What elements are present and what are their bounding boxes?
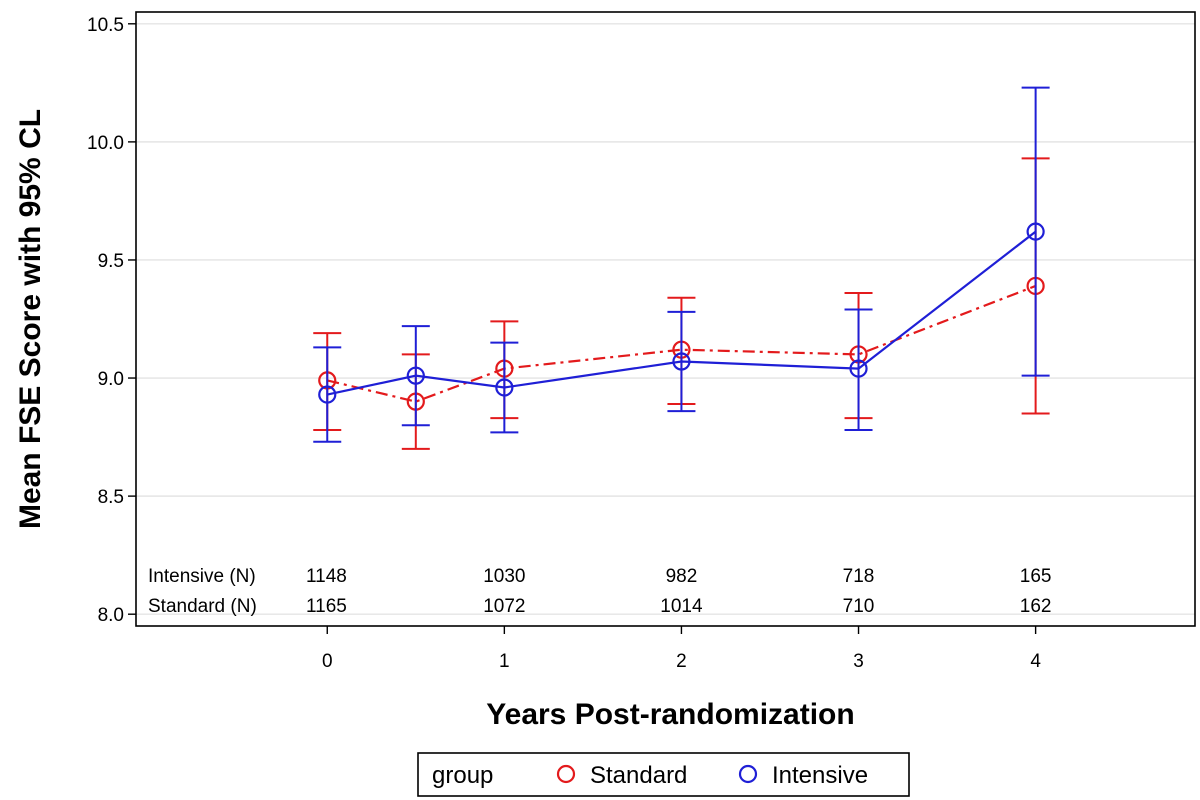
y-tick-label-0: 8.0 (98, 605, 124, 626)
y-tick-label-1: 8.5 (98, 487, 124, 508)
y-tick-label-3: 9.5 (98, 251, 124, 272)
y-axis: 8.0 8.5 9.0 9.5 10.0 10.5 (87, 15, 136, 626)
x-tick-label-3: 3 (853, 651, 864, 672)
point-intensive-3 (672, 352, 691, 371)
count-value-0-0: 1148 (306, 566, 347, 587)
count-value-0-3: 718 (843, 566, 875, 587)
legend-marker-standard (556, 764, 576, 784)
count-row-label-1: Standard (N) (148, 596, 257, 617)
series-line-intensive (327, 230, 1037, 396)
legend-title: group (432, 762, 493, 789)
x-tick-label-4: 4 (1030, 651, 1041, 672)
y-tick-label-4: 10.0 (87, 133, 124, 154)
series-line-standard (327, 284, 1037, 403)
point-intensive-4 (849, 359, 868, 378)
point-intensive-1 (406, 366, 425, 385)
count-value-0-4: 165 (1020, 566, 1052, 587)
x-tick-label-2: 2 (676, 651, 687, 672)
y-tick-label-2: 9.0 (98, 369, 124, 390)
count-value-1-1: 1072 (483, 596, 525, 617)
count-value-0-1: 1030 (483, 566, 525, 587)
count-value-1-0: 1165 (306, 596, 347, 617)
series-intensive (313, 86, 1050, 443)
gridlines (136, 23, 1195, 615)
legend-label-intensive: Intensive (772, 762, 868, 789)
y-tick-label-5: 10.5 (87, 15, 124, 36)
count-value-1-2: 1014 (660, 596, 703, 617)
legend: group Standard Intensive (417, 752, 910, 797)
count-row-label-0: Intensive (N) (148, 566, 256, 587)
counts-table: Intensive (N) 1148 1030 982 718 165 Standard (… (148, 566, 1051, 617)
x-axis: 0 1 2 3 4 (322, 626, 1041, 672)
count-value-0-2: 982 (666, 566, 698, 587)
y-axis-title: Mean FSE Score with 95% CL (14, 109, 47, 529)
point-intensive-2 (495, 378, 514, 397)
count-value-1-4: 162 (1020, 596, 1052, 617)
legend-label-standard: Standard (590, 762, 687, 789)
x-tick-label-0: 0 (322, 651, 333, 672)
x-axis-title: Years Post-randomization (486, 698, 854, 731)
point-intensive-5 (1026, 222, 1045, 241)
legend-box (417, 752, 910, 797)
x-tick-label-1: 1 (499, 651, 510, 672)
count-value-1-3: 710 (843, 596, 875, 617)
plot-frame (135, 11, 1196, 627)
series-layer (313, 86, 1050, 450)
legend-marker-intensive (738, 764, 758, 784)
point-intensive-0 (318, 385, 337, 404)
